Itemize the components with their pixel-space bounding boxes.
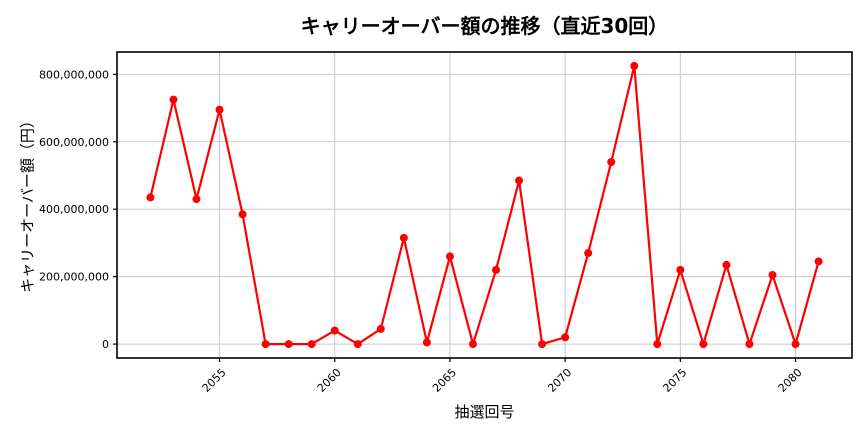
data-point (445, 252, 454, 261)
data-point (492, 265, 501, 274)
data-point (814, 257, 823, 266)
data-point (561, 333, 570, 342)
data-point (169, 95, 178, 104)
y-tick-label: 400,000,000 (39, 203, 109, 216)
data-point (307, 340, 316, 349)
data-point (653, 340, 662, 349)
data-point (745, 340, 754, 349)
data-point (538, 340, 547, 349)
x-tick-label: 2070 (545, 366, 574, 395)
data-point (584, 249, 593, 258)
x-tick-label: 2055 (200, 366, 229, 395)
data-point (607, 158, 616, 167)
y-tick-label: 0 (102, 338, 109, 351)
series-line (149, 64, 820, 346)
data-point (238, 210, 247, 219)
data-point (722, 260, 731, 269)
y-tick-label: 200,000,000 (39, 271, 109, 284)
data-point (422, 338, 431, 347)
data-point (330, 326, 339, 335)
x-tick-label: 2075 (660, 366, 689, 395)
data-point (768, 270, 777, 279)
data-point (630, 61, 639, 70)
data-point (515, 176, 524, 185)
data-point (676, 265, 685, 274)
x-tick-label: 2080 (776, 366, 805, 395)
data-point (353, 340, 362, 349)
y-axis-label: キャリーオーバー額（円） (18, 113, 37, 293)
data-point (791, 340, 800, 349)
data-point (261, 340, 270, 349)
data-point (146, 193, 155, 202)
data-point (399, 233, 408, 242)
x-tick-label: 2065 (430, 366, 459, 395)
plot-border (116, 51, 853, 359)
data-point (468, 340, 477, 349)
data-point (192, 195, 201, 204)
x-tick-label: 2060 (315, 366, 344, 395)
data-point (284, 340, 293, 349)
data-point (699, 340, 708, 349)
x-axis-label: 抽選回号 (454, 403, 515, 421)
data-point (215, 105, 224, 114)
data-point (376, 324, 385, 333)
chart-title: キャリーオーバー額の推移（直近30回） (300, 14, 669, 38)
y-tick-label: 600,000,000 (39, 136, 109, 149)
y-tick-label: 800,000,000 (39, 68, 109, 81)
